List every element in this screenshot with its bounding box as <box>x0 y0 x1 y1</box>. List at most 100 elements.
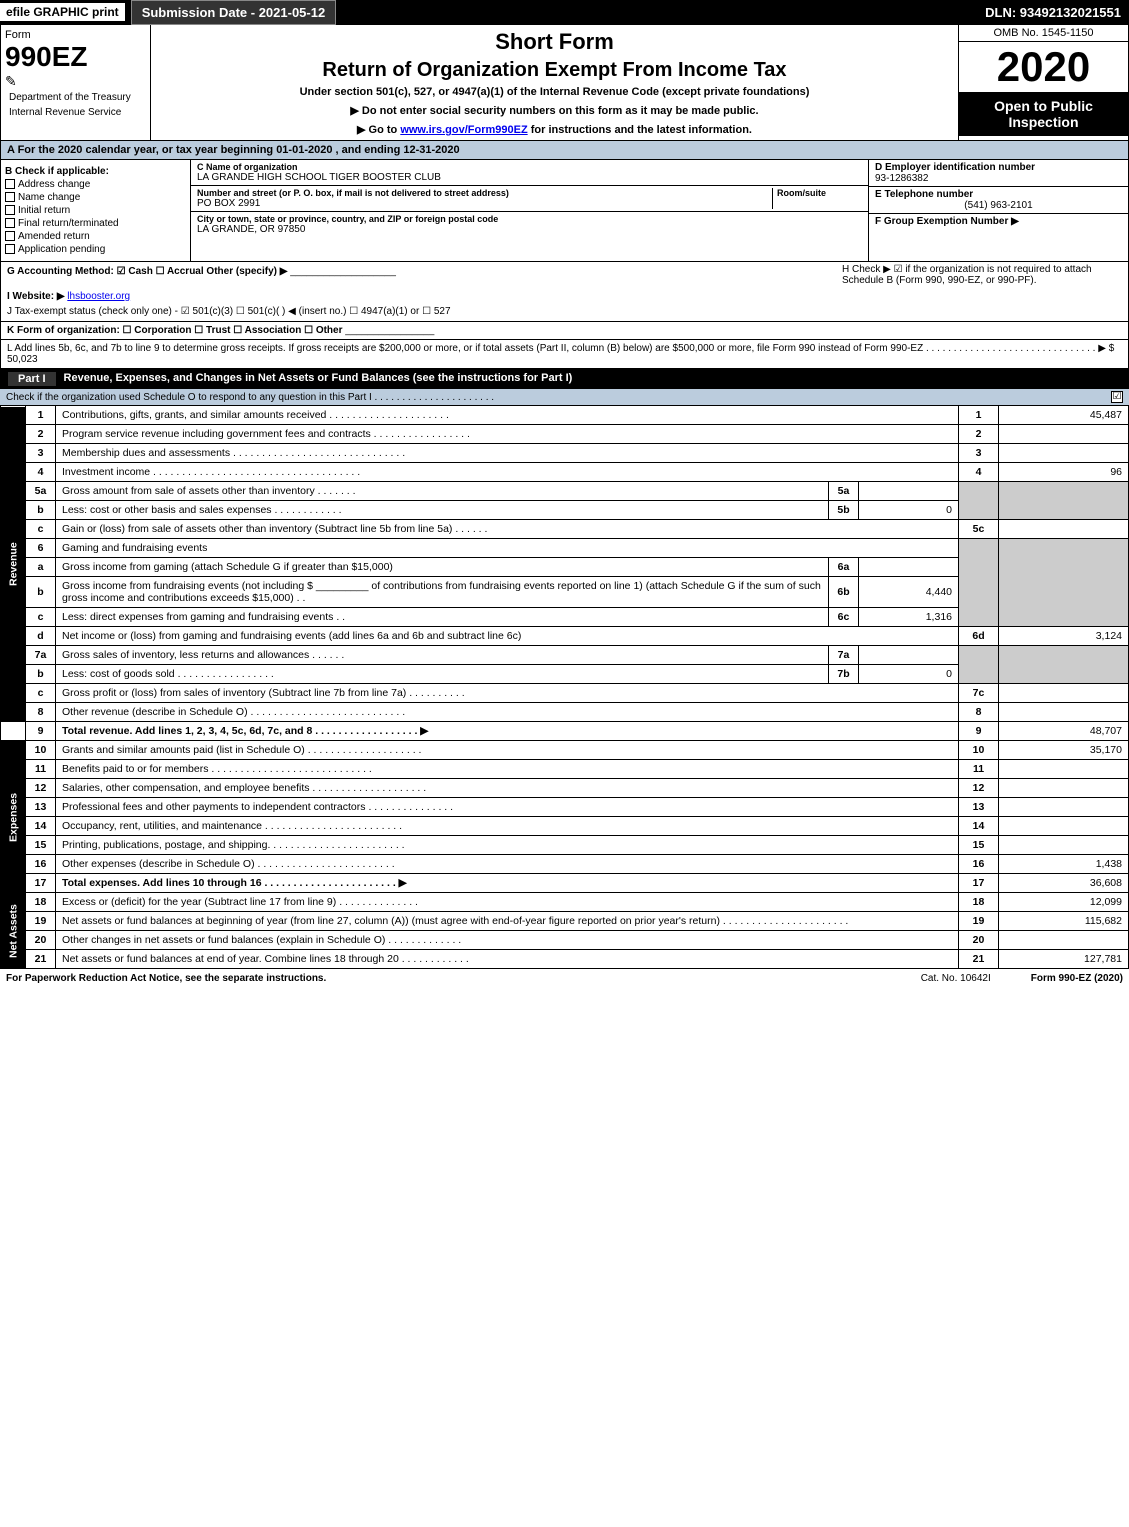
part1-header: Part I Revenue, Expenses, and Changes in… <box>0 369 1129 389</box>
org-addr-block: Number and street (or P. O. box, if mail… <box>191 186 868 212</box>
l9-amt: 48,707 <box>999 722 1129 741</box>
ein-value: 93-1286382 <box>875 173 1122 184</box>
l6b-subval: 4,440 <box>859 577 959 608</box>
omb-number: OMB No. 1545-1150 <box>959 25 1128 42</box>
l20-amt <box>999 931 1129 950</box>
part1-checkbox[interactable]: ☑ <box>1111 391 1123 403</box>
l6d-lineno: 6d <box>959 627 999 646</box>
part1-label: Part I <box>8 372 56 386</box>
under-section: Under section 501(c), 527, or 4947(a)(1)… <box>159 86 950 98</box>
l17-num: 17 <box>26 874 56 893</box>
l18-desc: Excess or (deficit) for the year (Subtra… <box>56 893 959 912</box>
l21-lineno: 21 <box>959 950 999 969</box>
l16-desc: Other expenses (describe in Schedule O) … <box>56 855 959 874</box>
l14-lineno: 14 <box>959 817 999 836</box>
row-j-tax-exempt: J Tax-exempt status (check only one) - ☑… <box>7 306 1122 317</box>
irs-link[interactable]: www.irs.gov/Form990EZ <box>400 124 527 136</box>
group-exemption-block: F Group Exemption Number ▶ <box>869 214 1128 229</box>
l11-num: 11 <box>26 760 56 779</box>
phone-label: E Telephone number <box>875 189 1122 200</box>
l19-desc: Net assets or fund balances at beginning… <box>56 912 959 931</box>
gray-6abc <box>959 539 999 627</box>
row-l-gross-receipts: L Add lines 5b, 6c, and 7b to line 9 to … <box>0 340 1129 369</box>
l8-amt <box>999 703 1129 722</box>
l6c-sublbl: 6c <box>829 608 859 627</box>
return-title: Return of Organization Exempt From Incom… <box>159 59 950 82</box>
l16-lineno: 16 <box>959 855 999 874</box>
goto-line: ▶ Go to www.irs.gov/Form990EZ for instru… <box>159 123 950 136</box>
group-exemption-label: F Group Exemption Number ▶ <box>875 216 1019 227</box>
l12-desc: Salaries, other compensation, and employ… <box>56 779 959 798</box>
l18-amt: 12,099 <box>999 893 1129 912</box>
part1-sub: Check if the organization used Schedule … <box>0 389 1129 405</box>
l11-lineno: 11 <box>959 760 999 779</box>
website-link[interactable]: lhsbooster.org <box>67 291 130 302</box>
phone-block: E Telephone number (541) 963-2101 <box>869 187 1128 214</box>
l20-lineno: 20 <box>959 931 999 950</box>
phone-value: (541) 963-2101 <box>875 200 1122 211</box>
org-name-label: C Name of organization <box>197 162 862 172</box>
l7b-desc: Less: cost of goods sold . . . . . . . .… <box>56 665 829 684</box>
l5a-num: 5a <box>26 482 56 501</box>
l13-num: 13 <box>26 798 56 817</box>
l14-desc: Occupancy, rent, utilities, and maintena… <box>56 817 959 836</box>
l5a-subval <box>859 482 959 501</box>
spacer-side <box>1 722 26 741</box>
l2-lineno: 2 <box>959 425 999 444</box>
l4-lineno: 4 <box>959 463 999 482</box>
col-b-checkboxes: B Check if applicable: Address change Na… <box>1 160 191 261</box>
chk-initial-return[interactable]: Initial return <box>5 205 186 216</box>
room-label: Room/suite <box>777 188 862 198</box>
l4-desc: Investment income . . . . . . . . . . . … <box>56 463 959 482</box>
org-city-block: City or town, state or province, country… <box>191 212 868 237</box>
header-right: OMB No. 1545-1150 2020 Open to Public In… <box>958 25 1128 140</box>
city-label: City or town, state or province, country… <box>197 214 862 224</box>
l7c-desc: Gross profit or (loss) from sales of inv… <box>56 684 959 703</box>
l3-num: 3 <box>26 444 56 463</box>
l2-num: 2 <box>26 425 56 444</box>
form-label: Form <box>5 29 146 41</box>
submission-date: Submission Date - 2021-05-12 <box>131 0 337 25</box>
l6a-num: a <box>26 558 56 577</box>
goto-post: for instructions and the latest informat… <box>528 124 752 136</box>
row-ghij: G Accounting Method: ☑ Cash ☐ Accrual Ot… <box>0 262 1129 322</box>
header-mid: Short Form Return of Organization Exempt… <box>151 25 958 140</box>
l18-num: 18 <box>26 893 56 912</box>
tax-year: 2020 <box>959 42 1128 92</box>
chk-application-pending[interactable]: Application pending <box>5 244 186 255</box>
netassets-side-label: Net Assets <box>1 893 26 969</box>
l6b-num: b <box>26 577 56 608</box>
paperwork-notice: For Paperwork Reduction Act Notice, see … <box>6 973 326 984</box>
l7a-subval <box>859 646 959 665</box>
dept-treasury: Department of the Treasury <box>5 90 146 105</box>
efile-print[interactable]: efile GRAPHIC print <box>0 3 125 21</box>
ein-label: D Employer identification number <box>875 162 1122 173</box>
l8-desc: Other revenue (describe in Schedule O) .… <box>56 703 959 722</box>
l17-desc: Total expenses. Add lines 10 through 16 … <box>56 874 959 893</box>
chk-amended-return[interactable]: Amended return <box>5 231 186 242</box>
l10-num: 10 <box>26 741 56 760</box>
l2-desc: Program service revenue including govern… <box>56 425 959 444</box>
l14-num: 14 <box>26 817 56 836</box>
chk-name-change[interactable]: Name change <box>5 192 186 203</box>
l20-num: 20 <box>26 931 56 950</box>
l10-amt: 35,170 <box>999 741 1129 760</box>
l1-amt: 45,487 <box>999 406 1129 425</box>
l11-amt <box>999 760 1129 779</box>
chk-address-change[interactable]: Address change <box>5 179 186 190</box>
l9-desc: Total revenue. Add lines 1, 2, 3, 4, 5c,… <box>56 722 959 741</box>
l15-num: 15 <box>26 836 56 855</box>
l3-lineno: 3 <box>959 444 999 463</box>
l7b-subval: 0 <box>859 665 959 684</box>
l5b-num: b <box>26 501 56 520</box>
l5b-desc: Less: cost or other basis and sales expe… <box>56 501 829 520</box>
l19-amt: 115,682 <box>999 912 1129 931</box>
org-city: LA GRANDE, OR 97850 <box>197 224 862 235</box>
l14-amt <box>999 817 1129 836</box>
part1-title: Revenue, Expenses, and Changes in Net As… <box>64 372 573 386</box>
l13-lineno: 13 <box>959 798 999 817</box>
l1-lineno: 1 <box>959 406 999 425</box>
open-public: Open to Public Inspection <box>959 92 1128 136</box>
l5a-sublbl: 5a <box>829 482 859 501</box>
chk-final-return[interactable]: Final return/terminated <box>5 218 186 229</box>
